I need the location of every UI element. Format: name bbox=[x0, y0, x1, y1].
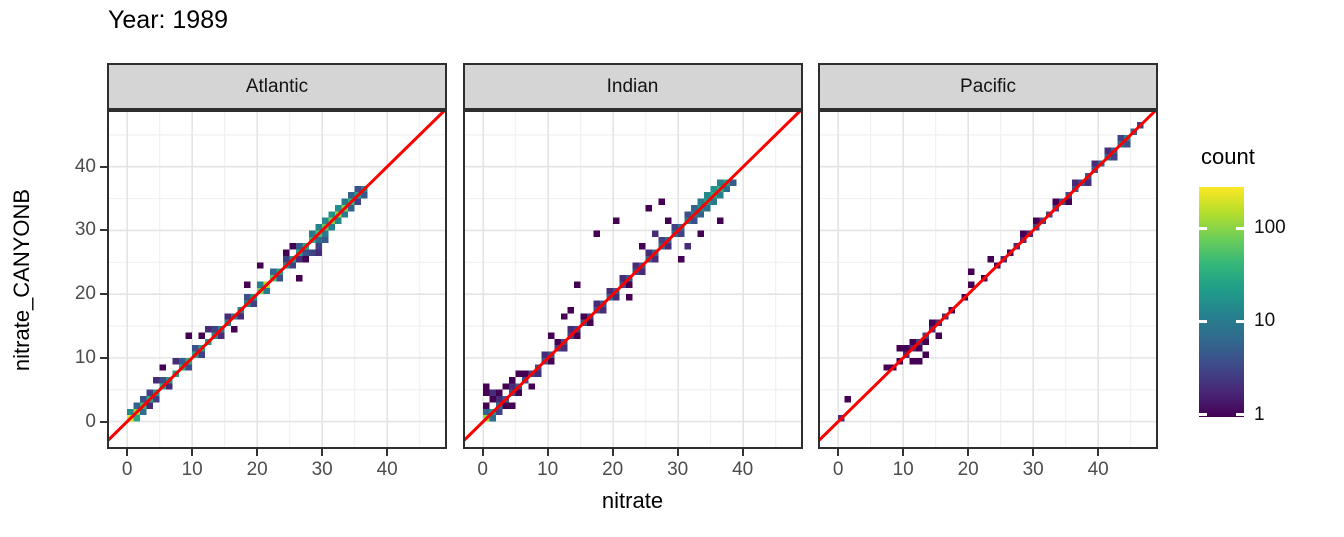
x-tick-label: 0 bbox=[832, 459, 844, 480]
y-tick-label: 40 bbox=[74, 155, 96, 177]
x-tick-label: 10 bbox=[537, 459, 559, 480]
x-tick-label: 10 bbox=[892, 459, 914, 480]
x-tick-mark bbox=[321, 449, 324, 456]
x-axis-title: nitrate bbox=[601, 488, 664, 513]
x-tick-label: 20 bbox=[602, 459, 624, 480]
x-tick-mark bbox=[837, 449, 840, 456]
legend-tick-label: 10 bbox=[1254, 310, 1276, 332]
y-tick-mark bbox=[100, 420, 107, 423]
panel-atlantic bbox=[107, 110, 447, 449]
y-tick-mark bbox=[100, 356, 107, 359]
y-tick-label: 20 bbox=[74, 283, 96, 305]
x-tick-label: 40 bbox=[732, 459, 754, 480]
legend-tick-mark bbox=[1199, 413, 1207, 416]
panel-border bbox=[107, 110, 447, 449]
x-tick-mark bbox=[967, 449, 970, 456]
y-tick-mark bbox=[100, 229, 107, 232]
panel-canvas-pacific bbox=[818, 110, 1158, 449]
identity-line bbox=[462, 110, 803, 444]
panel-canvas-atlantic bbox=[107, 110, 447, 449]
x-tick-label: 10 bbox=[181, 459, 203, 480]
x-tick-mark bbox=[1032, 449, 1035, 456]
x-tick-label: 30 bbox=[1022, 459, 1044, 480]
y-axis-title: nitrate_CANYONB bbox=[9, 188, 34, 372]
x-tick-label: 40 bbox=[1087, 459, 1109, 480]
x-tick-mark bbox=[902, 449, 905, 456]
x-tick-mark bbox=[1097, 449, 1100, 456]
x-tick-label: 30 bbox=[311, 459, 333, 480]
legend-tick-label: 100 bbox=[1254, 216, 1286, 238]
facet-strip-indian: Indian bbox=[462, 63, 803, 110]
legend-tick-mark bbox=[1236, 413, 1244, 416]
x-tick-label: 30 bbox=[667, 459, 689, 480]
legend-tick-mark bbox=[1236, 226, 1244, 230]
x-tick-mark bbox=[611, 449, 614, 456]
x-tick-label: 0 bbox=[121, 459, 133, 480]
x-tick-label: 20 bbox=[246, 459, 268, 480]
y-tick-label: 30 bbox=[74, 219, 96, 241]
panel-border bbox=[462, 110, 803, 449]
x-tick-mark bbox=[126, 449, 129, 456]
plot-title: Year: 1989 bbox=[108, 6, 229, 34]
y-tick-label: 10 bbox=[74, 346, 96, 368]
x-tick-label: 40 bbox=[376, 459, 398, 480]
panel-indian bbox=[462, 110, 803, 449]
legend-tick-label: 1 bbox=[1254, 404, 1265, 426]
panel-canvas-indian bbox=[462, 110, 803, 449]
facet-strip-pacific: Pacific bbox=[818, 63, 1158, 110]
legend-colorbar bbox=[1199, 187, 1244, 417]
x-tick-mark bbox=[546, 449, 549, 456]
facet-strip-atlantic: Atlantic bbox=[107, 63, 447, 110]
x-tick-mark bbox=[741, 449, 744, 456]
y-tick-mark bbox=[100, 165, 107, 168]
x-tick-mark bbox=[676, 449, 679, 456]
x-tick-label: 20 bbox=[957, 459, 979, 480]
panel-pacific bbox=[818, 110, 1158, 449]
legend-title: count bbox=[1201, 144, 1255, 169]
x-tick-mark bbox=[386, 449, 389, 456]
x-tick-mark bbox=[256, 449, 259, 456]
identity-line bbox=[107, 110, 447, 444]
x-tick-mark bbox=[191, 449, 194, 456]
legend-tick-mark bbox=[1199, 320, 1207, 324]
x-tick-mark bbox=[481, 449, 484, 456]
panel-border bbox=[818, 110, 1158, 449]
y-tick-mark bbox=[100, 293, 107, 296]
y-tick-label: 0 bbox=[85, 410, 96, 432]
legend-tick-mark bbox=[1236, 320, 1244, 324]
identity-line bbox=[818, 110, 1158, 444]
x-tick-label: 0 bbox=[477, 459, 488, 480]
legend-tick-mark bbox=[1199, 226, 1207, 230]
